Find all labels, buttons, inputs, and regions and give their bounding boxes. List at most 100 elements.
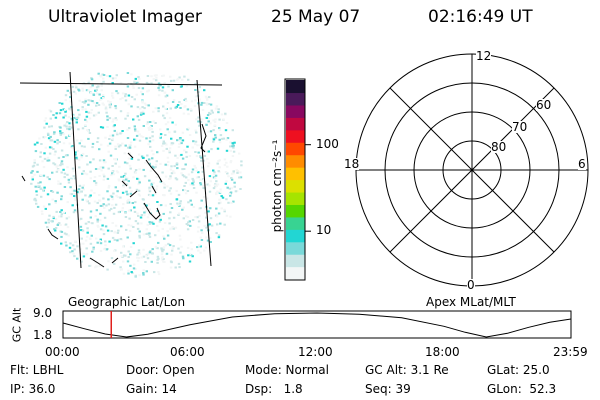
emission-pixel [178, 154, 182, 157]
emission-pixel [118, 179, 121, 182]
emission-pixel [168, 151, 171, 154]
emission-pixel [230, 172, 234, 175]
emission-pixel [157, 229, 160, 232]
emission-pixel [129, 245, 133, 248]
emission-pixel [34, 185, 37, 188]
emission-pixel [223, 208, 226, 211]
emission-pixel [231, 129, 234, 132]
emission-pixel [197, 220, 201, 223]
time-label: 02:16:49 UT [428, 7, 533, 27]
emission-pixel [172, 79, 176, 82]
emission-pixel [114, 77, 117, 80]
emission-pixel [86, 230, 90, 233]
emission-pixel [44, 117, 48, 120]
emission-pixel [53, 140, 57, 143]
emission-pixel [33, 173, 36, 176]
emission-pixel [34, 199, 38, 202]
emission-pixel [155, 74, 158, 77]
emission-pixel [79, 225, 83, 228]
emission-pixel [180, 85, 183, 88]
emission-pixel [195, 118, 198, 121]
geographic-latitude: GLat: 25.0 [487, 363, 550, 377]
polar-panel-title: Apex MLat/MLT [426, 295, 516, 309]
emission-pixel [226, 186, 229, 189]
emission-pixel [179, 238, 182, 241]
emission-pixel [64, 154, 68, 157]
emission-pixel [152, 222, 155, 225]
colorbar-slice [286, 204, 305, 218]
emission-pixel [163, 222, 167, 224]
emission-pixel [172, 227, 176, 230]
emission-pixel [68, 246, 72, 249]
emission-pixel [117, 211, 121, 214]
emission-pixel [179, 200, 182, 203]
emission-pixel [203, 89, 206, 92]
emission-pixel [159, 215, 162, 218]
emission-pixel [71, 132, 74, 135]
emission-pixel [207, 130, 210, 133]
emission-pixel [130, 224, 133, 227]
emission-pixel [132, 176, 135, 179]
emission-pixel [147, 193, 151, 196]
emission-pixel [133, 81, 136, 84]
emission-pixel [155, 79, 158, 82]
emission-pixel [212, 173, 216, 176]
emission-pixel [208, 96, 211, 99]
emission-pixel [63, 232, 67, 235]
emission-pixel [156, 247, 159, 250]
emission-pixel [77, 109, 80, 112]
emission-pixel [171, 121, 174, 124]
emission-pixel [111, 134, 115, 137]
emission-pixel [180, 142, 183, 145]
emission-pixel [89, 242, 93, 245]
emission-pixel [162, 149, 165, 152]
emission-pixel [81, 229, 85, 232]
emission-pixel [227, 201, 230, 204]
emission-pixel [57, 156, 61, 159]
emission-pixel [91, 146, 94, 149]
emission-pixel [102, 159, 106, 162]
emission-pixel [190, 171, 194, 174]
emission-pixel [167, 161, 170, 163]
emission-pixel [89, 238, 92, 240]
emission-pixel [106, 118, 109, 121]
emission-pixel [39, 151, 42, 154]
emission-pixel [74, 240, 77, 243]
emission-pixel [198, 98, 201, 101]
emission-pixel [199, 251, 202, 254]
emission-pixel [126, 112, 130, 114]
emission-pixel [69, 192, 72, 195]
emission-pixel [142, 168, 145, 171]
mlt-label-6: 6 [578, 157, 586, 171]
emission-pixel [229, 161, 232, 164]
emission-pixel [141, 87, 145, 90]
emission-pixel [140, 214, 143, 216]
emission-pixel [87, 82, 90, 84]
emission-pixel [79, 248, 82, 251]
colorbar-slice [286, 241, 305, 255]
emission-pixel [43, 126, 46, 129]
colorbar-slice [286, 104, 305, 118]
emission-pixel [50, 220, 53, 223]
emission-pixel [192, 187, 196, 189]
emission-pixel [125, 228, 128, 231]
emission-pixel [150, 125, 153, 127]
emission-pixel [134, 129, 137, 132]
colorbar-slice [286, 92, 305, 106]
emission-pixel [102, 103, 105, 106]
emission-pixel [205, 226, 208, 229]
emission-pixel [239, 176, 243, 179]
emission-pixel [94, 184, 98, 186]
emission-pixel [181, 139, 185, 142]
emission-pixel [229, 149, 232, 152]
emission-pixel [95, 104, 98, 107]
emission-pixel [56, 224, 59, 226]
emission-pixel [132, 226, 135, 228]
emission-pixel [60, 242, 63, 245]
emission-pixel [152, 120, 155, 123]
emission-pixel [95, 102, 99, 104]
emission-pixel [154, 163, 158, 166]
emission-pixel [42, 189, 45, 192]
geographic-grid [19, 71, 223, 269]
